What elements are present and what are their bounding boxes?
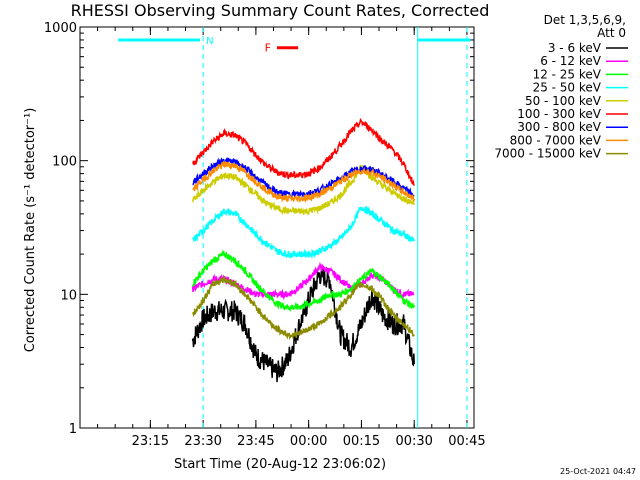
legend-entry-label: 3 - 6 keV bbox=[548, 41, 602, 55]
x-tick-label: 00:30 bbox=[395, 434, 432, 449]
x-tick-label: 00:45 bbox=[448, 434, 485, 449]
legend-entry-label: 12 - 25 keV bbox=[533, 67, 602, 81]
legend-entry-label: 7000 - 15000 keV bbox=[494, 147, 601, 161]
flare-label: F bbox=[265, 42, 271, 55]
series-line-7 bbox=[192, 160, 415, 204]
x-tick-label: 00:00 bbox=[290, 434, 327, 449]
series-line-4 bbox=[192, 164, 415, 216]
annotations: NF bbox=[118, 27, 471, 428]
series-line-8 bbox=[192, 276, 415, 341]
legend-entry-label: 300 - 800 keV bbox=[517, 120, 601, 134]
legend-entry-label: 50 - 100 keV bbox=[525, 94, 602, 108]
legend-entry-label: 25 - 50 keV bbox=[533, 81, 602, 95]
x-tick-label: 23:30 bbox=[184, 434, 221, 449]
series-line-2 bbox=[191, 249, 415, 312]
legend-entry-label: 100 - 300 keV bbox=[517, 107, 601, 121]
x-tick-label: 00:15 bbox=[343, 434, 380, 449]
x-tick-label: 23:45 bbox=[237, 434, 274, 449]
y-axis-label: Corrected Count Rate (s⁻¹ detector⁻¹) bbox=[23, 108, 38, 353]
plot-area bbox=[79, 26, 475, 429]
series-lines bbox=[191, 118, 415, 383]
x-axis-label: Start Time (20-Aug-12 23:06:02) bbox=[174, 457, 386, 472]
legend-entry-label: 800 - 7000 keV bbox=[510, 133, 602, 147]
series-line-5 bbox=[192, 118, 415, 186]
legend-header: Det 1,3,5,6,9, bbox=[544, 13, 626, 27]
timestamp: 25-Oct-2021 04:47 bbox=[560, 467, 636, 476]
legend-header: Att 0 bbox=[597, 26, 626, 40]
y-tick-label: 1 bbox=[69, 422, 77, 437]
x-tick-label: 23:15 bbox=[132, 434, 169, 449]
series-line-3 bbox=[191, 205, 415, 260]
y-tick-label: 100 bbox=[52, 155, 77, 170]
tick-labels: 1 10 100 1000 23:15 23:30 23:45 00:00 00:15 00:30… bbox=[44, 21, 486, 449]
legend-entry-label: 6 - 12 keV bbox=[540, 54, 602, 68]
night-label: N bbox=[206, 36, 213, 47]
plot-frame bbox=[79, 26, 475, 429]
y-tick-label: 10 bbox=[60, 288, 77, 303]
y-tick-label: 1000 bbox=[44, 21, 77, 36]
chart-title: RHESSI Observing Summary Count Rates, Co… bbox=[71, 1, 490, 20]
